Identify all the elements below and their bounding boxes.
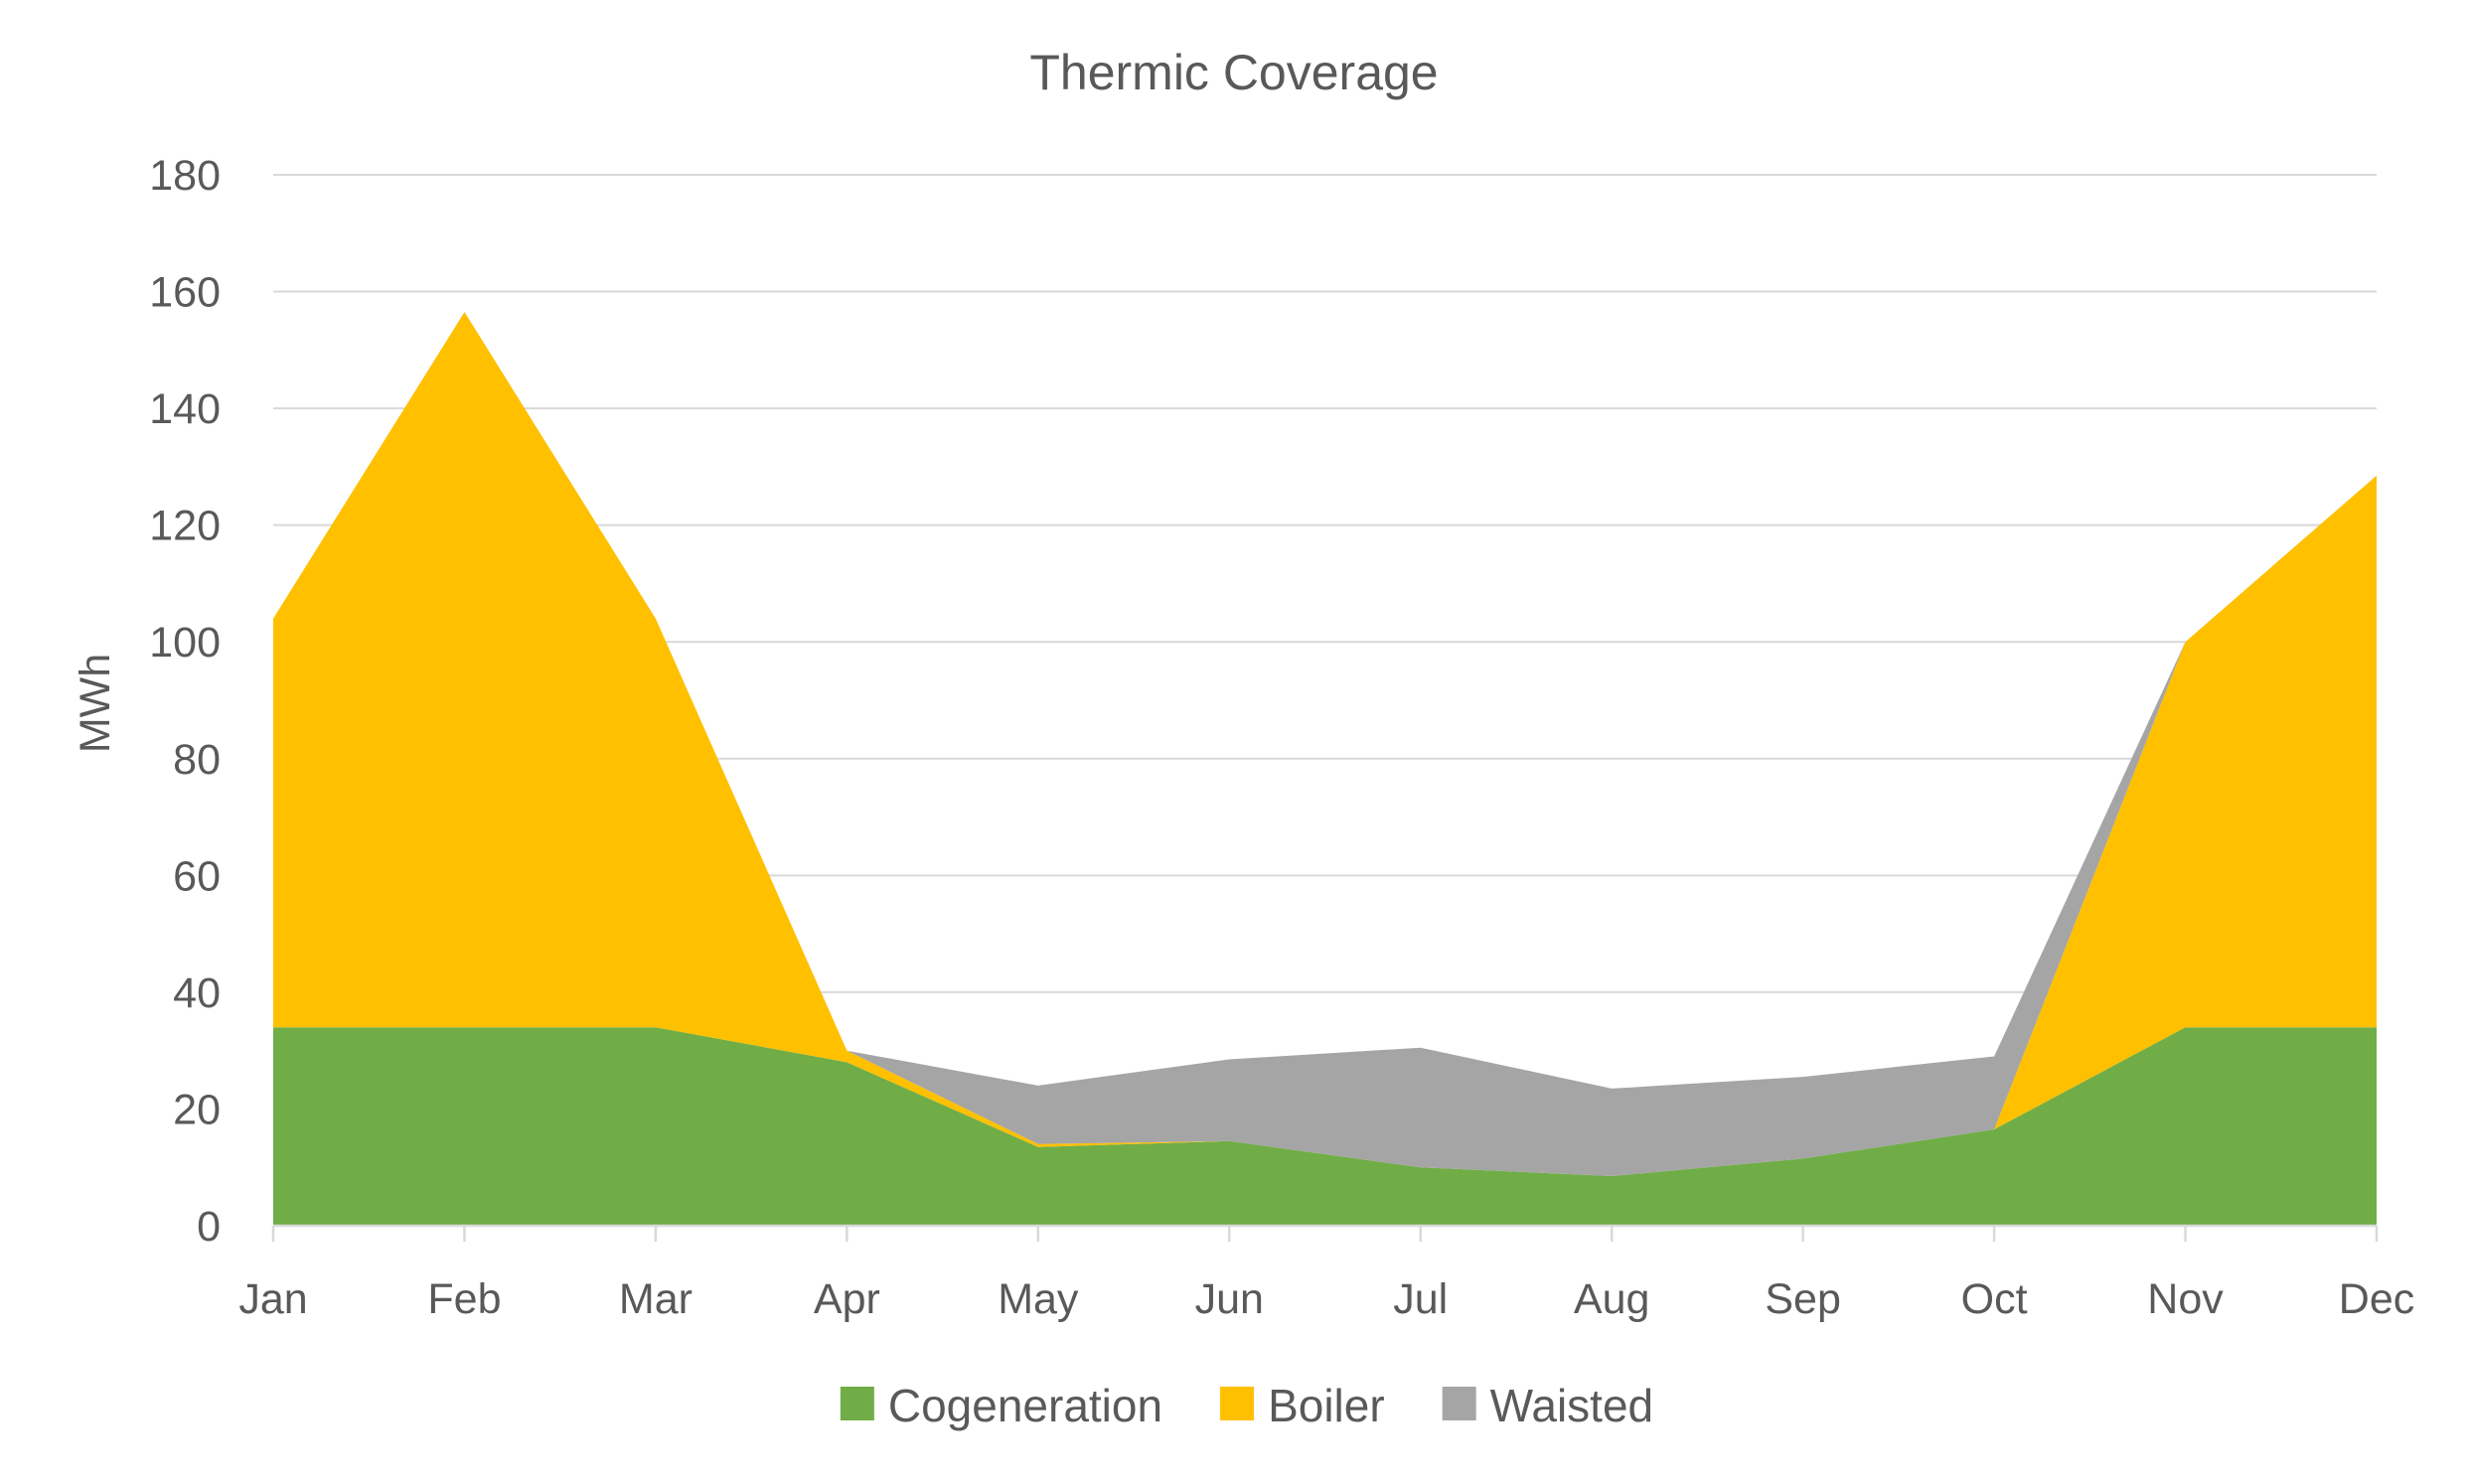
x-tick-label: Sep [1765,1275,1841,1323]
x-tick-label: Mar [619,1275,693,1323]
area-boiler [273,312,2377,1177]
x-tick-label: Dec [2339,1275,2414,1323]
legend-item-waisted: Waisted [1442,1380,1653,1431]
area-cogeneration [273,1027,2377,1226]
y-tick-label: 20 [173,1086,221,1133]
x-tick-label: Feb [427,1275,501,1323]
x-tick-label: Jul [1393,1275,1448,1323]
x-tick-label: Oct [1961,1275,2028,1323]
y-axis-title: MWh [72,654,119,753]
legend-label: Cogeneration [888,1380,1162,1431]
x-tick-label: Apr [814,1275,880,1323]
y-tick-label: 140 [149,385,221,433]
y-axis-ticks: 0 20 40 60 80 100 120 140 160 180 [149,152,221,1251]
x-tick-label: May [998,1275,1079,1323]
legend-label: Boiler [1268,1380,1385,1431]
y-tick-label: 60 [173,852,221,900]
y-tick-label: 100 [149,619,221,667]
y-tick-label: 180 [149,152,221,200]
axes [271,1224,2379,1242]
area-series [273,312,2377,1226]
y-tick-label: 120 [149,503,221,550]
chart-title: Thermic Coverage [1029,45,1438,100]
legend-item-boiler: Boiler [1220,1380,1385,1431]
legend-swatch [840,1387,874,1420]
y-tick-label: 80 [173,736,221,784]
x-tick-label: Nov [2147,1275,2224,1323]
x-tick-label: Jun [1195,1275,1264,1323]
y-tick-label: 160 [149,269,221,317]
y-tick-label: 0 [197,1203,221,1251]
x-tick-label: Jan [238,1275,307,1323]
legend: Cogeneration Boiler Waisted [840,1380,1653,1431]
x-axis-ticks: Jan Feb Mar Apr May Jun Jul Aug Sep Oct Nov Dec [238,1275,2414,1323]
legend-label: Waisted [1490,1380,1653,1431]
legend-swatch [1220,1387,1255,1420]
legend-item-cogeneration: Cogeneration [840,1380,1162,1431]
y-tick-label: 40 [173,969,221,1017]
legend-swatch [1442,1387,1476,1420]
x-tick-label: Aug [1574,1275,1650,1323]
